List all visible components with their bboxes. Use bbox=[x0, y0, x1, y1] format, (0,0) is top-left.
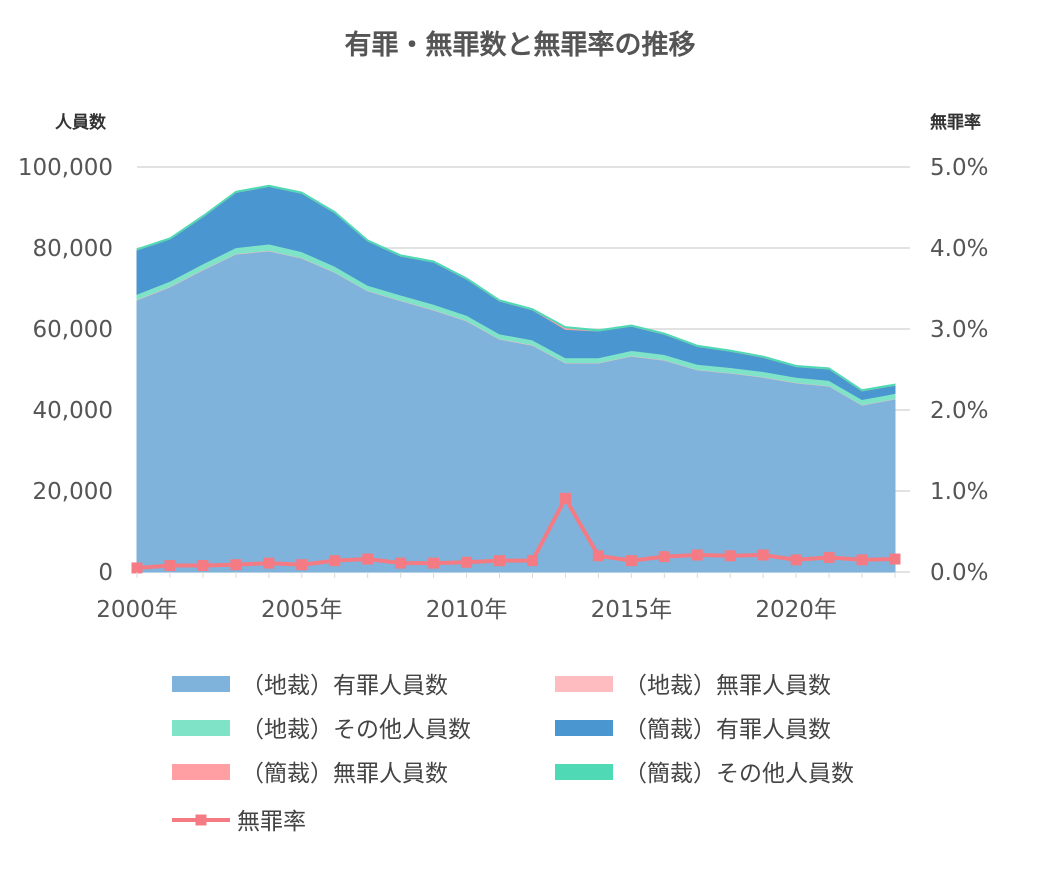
y-left-tick-label: 80,000 bbox=[33, 236, 113, 262]
y-right-tick-label: 0.0% bbox=[930, 560, 988, 586]
legend-swatch bbox=[555, 676, 613, 692]
legend-label: （地裁）有罪人員数 bbox=[241, 673, 448, 699]
rate-point bbox=[658, 551, 670, 563]
axes: 0 0.0% 20,000 1.0% 40,000 2.0% 60,000 3.0% 80,00… bbox=[18, 155, 989, 623]
y-left-tick-label: 20,000 bbox=[33, 479, 113, 505]
y-right-tick-label: 4.0% bbox=[930, 236, 988, 262]
left-axis-label: 人員数 bbox=[55, 112, 107, 133]
legend-item: （簡裁）その他人員数 bbox=[555, 761, 854, 787]
legend-label: （地裁）無罪人員数 bbox=[624, 673, 831, 699]
rate-point bbox=[131, 562, 143, 574]
y-right-tick-label: 2.0% bbox=[930, 398, 988, 424]
legend-swatch bbox=[555, 720, 613, 736]
rate-point bbox=[461, 556, 473, 568]
legend-label: （簡裁）有罪人員数 bbox=[624, 717, 831, 743]
legend-swatch bbox=[555, 764, 613, 780]
area-1 bbox=[136, 250, 896, 573]
rate-point bbox=[592, 550, 604, 562]
rate-point bbox=[724, 550, 736, 562]
y-right-tick-label: 1.0% bbox=[930, 479, 988, 505]
legend-item: （簡裁）無罪人員数 bbox=[172, 761, 448, 787]
legend-swatch bbox=[172, 720, 230, 736]
y-right-tick-label: 5.0% bbox=[930, 155, 988, 181]
area-6 bbox=[136, 184, 896, 392]
rate-point bbox=[428, 557, 440, 569]
rate-point bbox=[889, 553, 901, 565]
rate-line-series bbox=[131, 492, 901, 574]
rate-point bbox=[263, 557, 275, 569]
y-left-tick-label: 40,000 bbox=[33, 398, 113, 424]
area-series bbox=[136, 184, 896, 573]
rate-point bbox=[164, 560, 176, 572]
x-tick-label: 2020年 bbox=[755, 597, 837, 623]
x-tick-label: 2000年 bbox=[96, 597, 178, 623]
rate-point bbox=[296, 559, 308, 571]
x-tick-label: 2005年 bbox=[261, 597, 343, 623]
legend-swatch bbox=[172, 676, 230, 692]
y-left-tick-label: 100,000 bbox=[18, 155, 113, 181]
rate-point bbox=[494, 555, 506, 567]
rate-point bbox=[856, 554, 868, 566]
legend-item: （地裁）その他人員数 bbox=[172, 717, 471, 743]
y-right-tick-label: 3.0% bbox=[930, 317, 988, 343]
chart-title: 有罪・無罪数と無罪率の推移 bbox=[345, 29, 696, 61]
legend-label: （地裁）その他人員数 bbox=[241, 717, 471, 743]
rate-point bbox=[362, 553, 374, 565]
rate-point bbox=[757, 549, 769, 561]
legend-label: 無罪率 bbox=[237, 809, 306, 835]
rate-point bbox=[559, 492, 571, 504]
rate-point bbox=[823, 551, 835, 563]
legend-swatch bbox=[172, 764, 230, 780]
legend-label: （簡裁）無罪人員数 bbox=[241, 761, 448, 787]
x-tick-label: 2015年 bbox=[591, 597, 673, 623]
legend-item: （簡裁）有罪人員数 bbox=[555, 717, 831, 743]
rate-point bbox=[625, 555, 637, 567]
legend-item: （地裁）有罪人員数 bbox=[172, 673, 448, 699]
rate-point bbox=[230, 559, 242, 571]
y-left-tick-label: 0 bbox=[98, 560, 113, 586]
rate-point bbox=[329, 555, 341, 567]
rate-point bbox=[691, 549, 703, 561]
legend-label: （簡裁）その他人員数 bbox=[624, 761, 854, 787]
x-tick-label: 2010年 bbox=[426, 597, 508, 623]
legend: （地裁）有罪人員数 （地裁）無罪人員数 （地裁）その他人員数 （簡裁）有罪人員数 （簡裁… bbox=[172, 673, 854, 835]
legend-item: （地裁）無罪人員数 bbox=[555, 673, 831, 699]
rate-point bbox=[395, 557, 407, 569]
legend-item: 無罪率 bbox=[172, 809, 306, 835]
rate-point bbox=[790, 554, 802, 566]
y-left-tick-label: 60,000 bbox=[33, 317, 113, 343]
rate-point bbox=[197, 560, 209, 572]
rate-point bbox=[526, 555, 538, 567]
right-axis-label: 無罪率 bbox=[930, 112, 981, 133]
legend-marker bbox=[195, 814, 207, 826]
